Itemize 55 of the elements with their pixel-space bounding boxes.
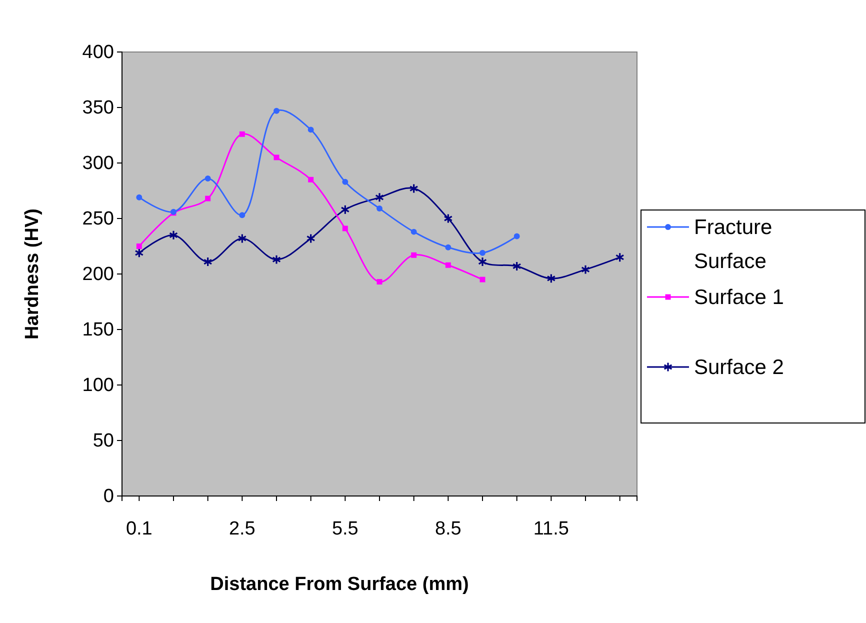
- y-tick-label: 350: [82, 98, 114, 119]
- y-axis-title: Hardness (HV): [22, 208, 43, 340]
- point: [615, 252, 624, 262]
- point: [239, 212, 246, 218]
- x-tick-label: 5.5: [332, 518, 358, 540]
- y-tick-label: 100: [82, 375, 114, 396]
- point: [445, 262, 451, 268]
- point: [480, 276, 486, 282]
- point: [546, 273, 556, 284]
- point: [239, 131, 245, 137]
- point: [410, 228, 417, 235]
- y-tick-label: 200: [82, 264, 114, 286]
- point: [376, 206, 382, 212]
- point: [444, 213, 453, 224]
- point: [581, 264, 590, 275]
- point: [306, 233, 316, 244]
- point: [274, 108, 280, 114]
- y-tick-label: 400: [82, 42, 114, 64]
- point: [203, 256, 212, 267]
- point: [342, 178, 348, 185]
- point: [478, 256, 487, 267]
- point: [308, 126, 314, 133]
- y-tick-label: 250: [82, 208, 114, 230]
- point: [134, 248, 144, 258]
- point: [204, 176, 211, 182]
- legend-label: Fracture Surface: [694, 216, 772, 273]
- y-tick-label: 300: [82, 153, 114, 174]
- point: [169, 230, 178, 240]
- point: [136, 194, 142, 200]
- point: [272, 254, 281, 265]
- point: [514, 233, 520, 240]
- point: [340, 204, 350, 215]
- x-axis-title: Distance From Surface (mm): [210, 574, 469, 595]
- point: [445, 244, 452, 250]
- point: [512, 261, 522, 272]
- point: [274, 154, 280, 160]
- point: [411, 252, 417, 258]
- y-tick-label: 50: [92, 430, 114, 452]
- point: [136, 244, 142, 249]
- x-tick-label: 0.1: [126, 518, 152, 540]
- point: [205, 196, 211, 202]
- point: [308, 176, 314, 182]
- legend-label: Surface 2: [694, 356, 784, 379]
- y-tick-label: 150: [82, 320, 114, 341]
- point: [342, 226, 348, 232]
- point: [238, 233, 247, 244]
- point: [375, 192, 384, 202]
- y-tick-label: 0: [103, 486, 114, 508]
- point: [409, 183, 418, 194]
- x-tick-label: 8.5: [434, 518, 462, 540]
- legend-label: Surface 1: [694, 286, 784, 309]
- point: [480, 250, 486, 256]
- x-tick-label: 11.5: [533, 518, 569, 540]
- point: [376, 279, 382, 285]
- x-tick-label: 2.5: [228, 518, 256, 540]
